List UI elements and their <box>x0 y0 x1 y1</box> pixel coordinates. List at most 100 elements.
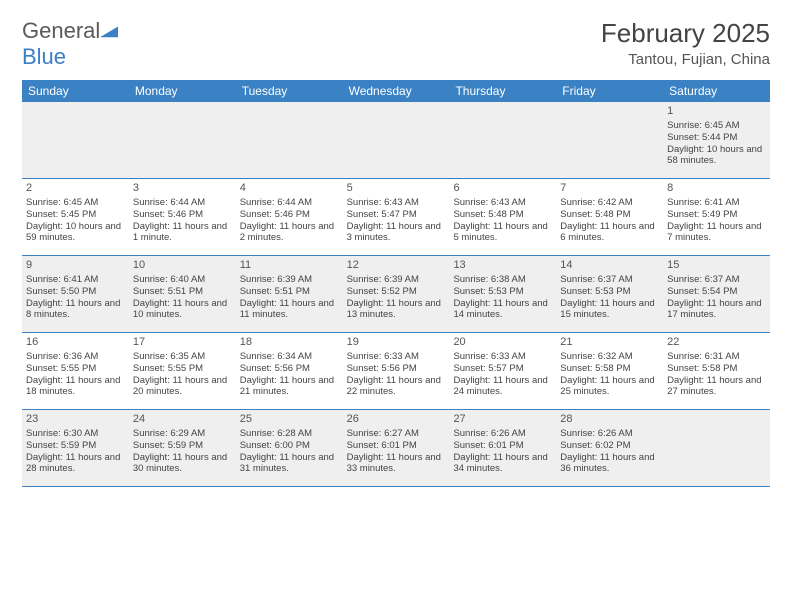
day-cell-empty <box>663 410 770 486</box>
sunset-text: Sunset: 5:56 PM <box>347 363 446 375</box>
day-number: 19 <box>347 336 446 350</box>
day-number: 25 <box>240 413 339 427</box>
day-cell: 20Sunrise: 6:33 AMSunset: 5:57 PMDayligh… <box>449 333 556 409</box>
sunset-text: Sunset: 5:53 PM <box>560 286 659 298</box>
day-cell: 10Sunrise: 6:40 AMSunset: 5:51 PMDayligh… <box>129 256 236 332</box>
day-number: 23 <box>26 413 125 427</box>
sunset-text: Sunset: 5:46 PM <box>240 209 339 221</box>
sunrise-text: Sunrise: 6:42 AM <box>560 197 659 209</box>
sunrise-text: Sunrise: 6:33 AM <box>347 351 446 363</box>
day-number: 3 <box>133 182 232 196</box>
day-cell: 23Sunrise: 6:30 AMSunset: 5:59 PMDayligh… <box>22 410 129 486</box>
day-cell: 22Sunrise: 6:31 AMSunset: 5:58 PMDayligh… <box>663 333 770 409</box>
day-number: 27 <box>453 413 552 427</box>
daylight-text: Daylight: 11 hours and 13 minutes. <box>347 298 446 322</box>
sunrise-text: Sunrise: 6:26 AM <box>560 428 659 440</box>
sunrise-text: Sunrise: 6:43 AM <box>453 197 552 209</box>
daylight-text: Daylight: 11 hours and 10 minutes. <box>133 298 232 322</box>
daylight-text: Daylight: 11 hours and 18 minutes. <box>26 375 125 399</box>
sunrise-text: Sunrise: 6:43 AM <box>347 197 446 209</box>
day-cell: 5Sunrise: 6:43 AMSunset: 5:47 PMDaylight… <box>343 179 450 255</box>
daylight-text: Daylight: 11 hours and 34 minutes. <box>453 452 552 476</box>
sunset-text: Sunset: 5:53 PM <box>453 286 552 298</box>
day-cell: 7Sunrise: 6:42 AMSunset: 5:48 PMDaylight… <box>556 179 663 255</box>
sunrise-text: Sunrise: 6:29 AM <box>133 428 232 440</box>
sunset-text: Sunset: 6:02 PM <box>560 440 659 452</box>
daylight-text: Daylight: 11 hours and 14 minutes. <box>453 298 552 322</box>
day-cell: 9Sunrise: 6:41 AMSunset: 5:50 PMDaylight… <box>22 256 129 332</box>
sunrise-text: Sunrise: 6:37 AM <box>560 274 659 286</box>
day-number: 11 <box>240 259 339 273</box>
sunrise-text: Sunrise: 6:34 AM <box>240 351 339 363</box>
day-number: 18 <box>240 336 339 350</box>
sunset-text: Sunset: 5:59 PM <box>26 440 125 452</box>
sunset-text: Sunset: 5:50 PM <box>26 286 125 298</box>
day-number: 4 <box>240 182 339 196</box>
sunrise-text: Sunrise: 6:26 AM <box>453 428 552 440</box>
sunset-text: Sunset: 6:01 PM <box>453 440 552 452</box>
daylight-text: Daylight: 11 hours and 20 minutes. <box>133 375 232 399</box>
day-number: 20 <box>453 336 552 350</box>
day-cell: 12Sunrise: 6:39 AMSunset: 5:52 PMDayligh… <box>343 256 450 332</box>
day-cell-empty <box>22 102 129 178</box>
sunrise-text: Sunrise: 6:31 AM <box>667 351 766 363</box>
day-cell-empty <box>449 102 556 178</box>
sunrise-text: Sunrise: 6:41 AM <box>26 274 125 286</box>
daylight-text: Daylight: 11 hours and 22 minutes. <box>347 375 446 399</box>
dow-thursday: Thursday <box>449 80 556 102</box>
logo-blue: Blue <box>22 44 66 69</box>
day-cell: 19Sunrise: 6:33 AMSunset: 5:56 PMDayligh… <box>343 333 450 409</box>
day-number: 22 <box>667 336 766 350</box>
day-number: 6 <box>453 182 552 196</box>
month-title: February 2025 <box>601 18 770 49</box>
day-cell: 4Sunrise: 6:44 AMSunset: 5:46 PMDaylight… <box>236 179 343 255</box>
sunrise-text: Sunrise: 6:33 AM <box>453 351 552 363</box>
sunrise-text: Sunrise: 6:27 AM <box>347 428 446 440</box>
dow-wednesday: Wednesday <box>343 80 450 102</box>
header: General Blue February 2025 Tantou, Fujia… <box>22 18 770 70</box>
day-cell: 2Sunrise: 6:45 AMSunset: 5:45 PMDaylight… <box>22 179 129 255</box>
sunrise-text: Sunrise: 6:35 AM <box>133 351 232 363</box>
dow-friday: Friday <box>556 80 663 102</box>
day-cell: 27Sunrise: 6:26 AMSunset: 6:01 PMDayligh… <box>449 410 556 486</box>
sunrise-text: Sunrise: 6:44 AM <box>240 197 339 209</box>
daylight-text: Daylight: 11 hours and 8 minutes. <box>26 298 125 322</box>
daylight-text: Daylight: 11 hours and 7 minutes. <box>667 221 766 245</box>
day-number: 2 <box>26 182 125 196</box>
sunset-text: Sunset: 5:58 PM <box>560 363 659 375</box>
sunset-text: Sunset: 5:56 PM <box>240 363 339 375</box>
day-number: 26 <box>347 413 446 427</box>
sunset-text: Sunset: 5:44 PM <box>667 132 766 144</box>
sunset-text: Sunset: 5:57 PM <box>453 363 552 375</box>
daylight-text: Daylight: 11 hours and 21 minutes. <box>240 375 339 399</box>
sunset-text: Sunset: 5:51 PM <box>240 286 339 298</box>
week-row: 1Sunrise: 6:45 AMSunset: 5:44 PMDaylight… <box>22 102 770 179</box>
logo-general: General <box>22 18 100 43</box>
day-cell: 14Sunrise: 6:37 AMSunset: 5:53 PMDayligh… <box>556 256 663 332</box>
triangle-icon <box>100 24 118 38</box>
day-cell-empty <box>556 102 663 178</box>
sunrise-text: Sunrise: 6:28 AM <box>240 428 339 440</box>
day-number: 28 <box>560 413 659 427</box>
sunset-text: Sunset: 6:00 PM <box>240 440 339 452</box>
daylight-text: Daylight: 11 hours and 11 minutes. <box>240 298 339 322</box>
day-cell: 28Sunrise: 6:26 AMSunset: 6:02 PMDayligh… <box>556 410 663 486</box>
sunrise-text: Sunrise: 6:36 AM <box>26 351 125 363</box>
sunrise-text: Sunrise: 6:45 AM <box>26 197 125 209</box>
dow-saturday: Saturday <box>663 80 770 102</box>
sunset-text: Sunset: 5:48 PM <box>560 209 659 221</box>
day-cell: 25Sunrise: 6:28 AMSunset: 6:00 PMDayligh… <box>236 410 343 486</box>
day-number: 16 <box>26 336 125 350</box>
sunset-text: Sunset: 5:58 PM <box>667 363 766 375</box>
day-cell: 1Sunrise: 6:45 AMSunset: 5:44 PMDaylight… <box>663 102 770 178</box>
sunrise-text: Sunrise: 6:45 AM <box>667 120 766 132</box>
week-row: 2Sunrise: 6:45 AMSunset: 5:45 PMDaylight… <box>22 179 770 256</box>
sunset-text: Sunset: 6:01 PM <box>347 440 446 452</box>
sunset-text: Sunset: 5:46 PM <box>133 209 232 221</box>
day-cell: 21Sunrise: 6:32 AMSunset: 5:58 PMDayligh… <box>556 333 663 409</box>
logo-text: General Blue <box>22 18 118 70</box>
dow-monday: Monday <box>129 80 236 102</box>
day-cell: 6Sunrise: 6:43 AMSunset: 5:48 PMDaylight… <box>449 179 556 255</box>
daylight-text: Daylight: 11 hours and 31 minutes. <box>240 452 339 476</box>
day-cell: 16Sunrise: 6:36 AMSunset: 5:55 PMDayligh… <box>22 333 129 409</box>
